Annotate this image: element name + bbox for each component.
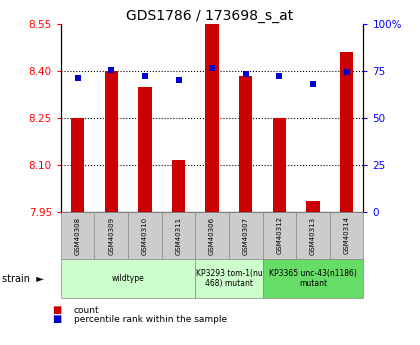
Bar [172, 160, 185, 212]
Text: ■: ■ [52, 306, 62, 315]
Point [142, 73, 148, 79]
Point [242, 71, 249, 77]
Bar [105, 71, 118, 212]
Point [343, 69, 350, 75]
Text: GSM40310: GSM40310 [142, 216, 148, 255]
Text: count: count [74, 306, 99, 315]
Text: KP3293 tom-1(nu
468) mutant: KP3293 tom-1(nu 468) mutant [196, 269, 262, 288]
Text: GSM40313: GSM40313 [310, 216, 316, 255]
Text: GSM40307: GSM40307 [243, 216, 249, 255]
Text: percentile rank within the sample: percentile rank within the sample [74, 315, 227, 324]
Point [209, 66, 215, 71]
Text: GSM40312: GSM40312 [276, 216, 282, 255]
Text: ■: ■ [52, 314, 62, 324]
Text: GSM40311: GSM40311 [176, 216, 181, 255]
Point [108, 68, 115, 73]
Text: GSM40308: GSM40308 [75, 216, 81, 255]
Text: GDS1786 / 173698_s_at: GDS1786 / 173698_s_at [126, 9, 294, 23]
Bar [138, 87, 152, 212]
Point [310, 81, 316, 87]
Bar [306, 201, 320, 212]
Point [175, 77, 182, 82]
Bar [340, 52, 353, 212]
Point [74, 75, 81, 80]
Text: KP3365 unc-43(n1186)
mutant: KP3365 unc-43(n1186) mutant [269, 269, 357, 288]
Text: strain  ►: strain ► [2, 274, 44, 284]
Text: GSM40306: GSM40306 [209, 216, 215, 255]
Bar [205, 24, 219, 212]
Bar [239, 76, 252, 212]
Text: GSM40314: GSM40314 [344, 216, 349, 255]
Bar [71, 118, 84, 212]
Text: GSM40309: GSM40309 [108, 216, 114, 255]
Point [276, 73, 283, 79]
Bar [273, 118, 286, 212]
Text: wildtype: wildtype [112, 274, 144, 283]
